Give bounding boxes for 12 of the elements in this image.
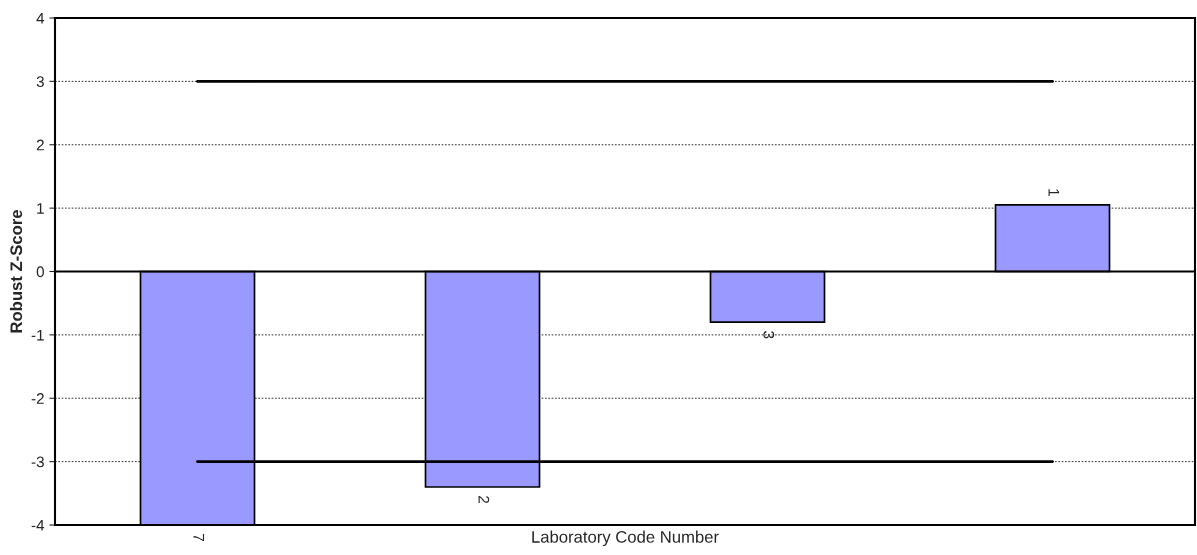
y-tick-label: 2 [36, 139, 44, 151]
y-tick-label: 4 [36, 13, 45, 24]
x-tick-label: 7 [193, 534, 205, 542]
y-tick-label: -3 [31, 456, 44, 468]
y-tick-label: 1 [37, 203, 44, 214]
y-tick-label: -4 [31, 520, 45, 531]
x-axis-title: Laboratory Code Number [532, 530, 719, 547]
y-tick-label: -1 [31, 329, 44, 341]
y-axis-title: Robust Z-Score [9, 210, 23, 333]
y-tick-label: 0 [36, 266, 44, 278]
y-tick-label: -2 [31, 393, 44, 404]
y-tick-label: 3 [36, 76, 44, 88]
